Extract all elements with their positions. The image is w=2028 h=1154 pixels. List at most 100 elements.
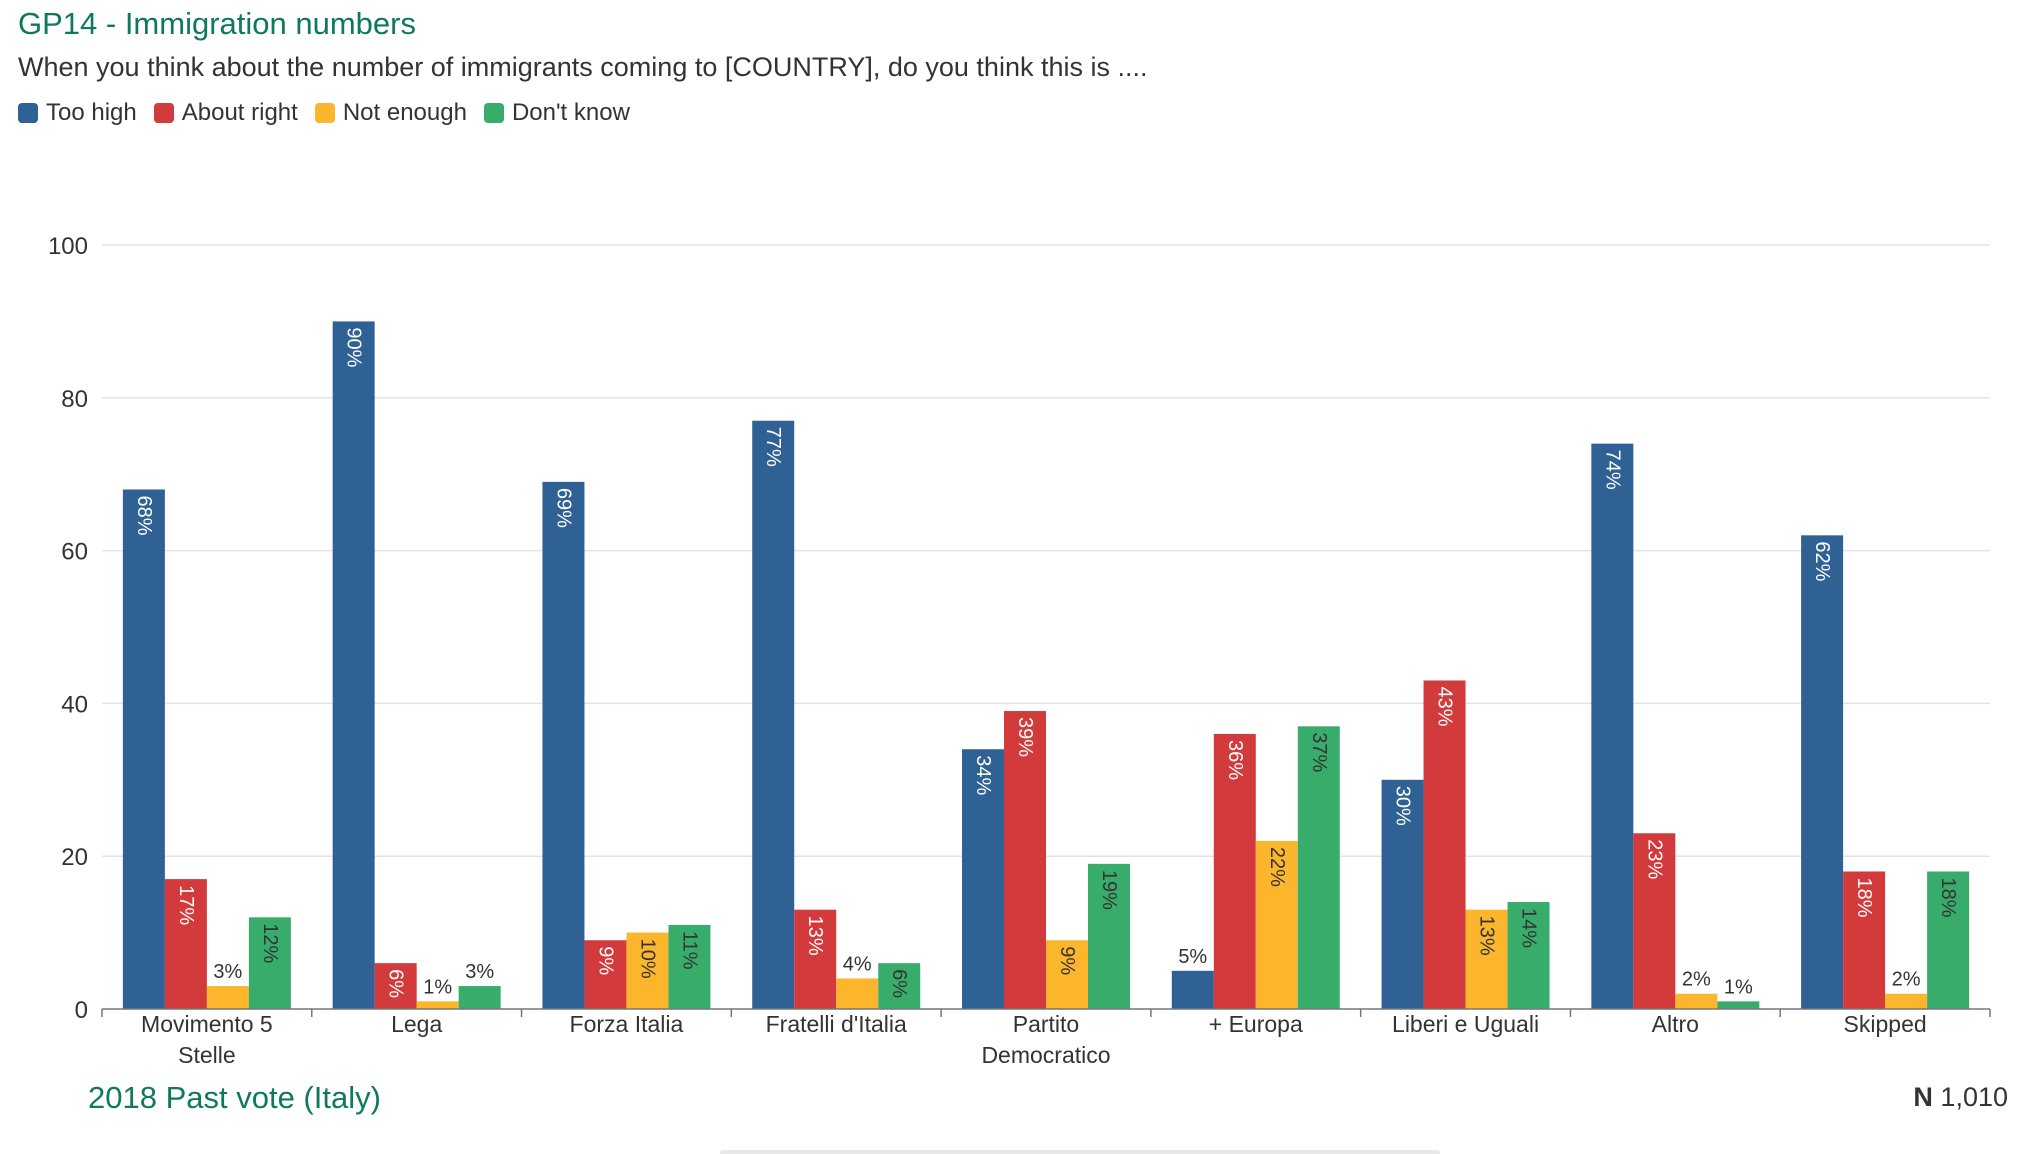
group-label: 2018 Past vote (Italy) xyxy=(88,1080,381,1115)
legend-item[interactable]: Not enough xyxy=(314,99,467,127)
legend-swatch xyxy=(18,103,38,123)
data-label: 5% xyxy=(1178,946,1207,968)
data-label: 13% xyxy=(804,916,826,956)
y-tick-label: 60 xyxy=(61,539,88,566)
data-label: 11% xyxy=(678,931,700,970)
bar xyxy=(164,879,207,1009)
bar xyxy=(1088,863,1130,1009)
bar xyxy=(1004,711,1046,1009)
bar xyxy=(1213,733,1256,1009)
bar xyxy=(1885,993,1928,1009)
x-tick-label: Movimento 5 xyxy=(141,1011,273,1037)
data-label: 18% xyxy=(1853,877,1875,917)
y-tick-label: 20 xyxy=(61,844,88,871)
data-label: 22% xyxy=(1266,847,1288,887)
bar xyxy=(1171,970,1214,1009)
data-label: 18% xyxy=(1937,877,1959,917)
data-label: 62% xyxy=(1811,541,1833,581)
legend-item[interactable]: Don't know xyxy=(483,99,630,127)
legend-item[interactable]: About right xyxy=(153,99,298,127)
sample-size: N 1,010 xyxy=(1913,1082,2008,1113)
bar xyxy=(878,963,921,1009)
bar xyxy=(1381,779,1424,1009)
bar xyxy=(374,963,417,1009)
legend-label: Too high xyxy=(46,99,137,126)
legend-swatch xyxy=(153,103,174,123)
y-tick-label: 80 xyxy=(61,386,88,413)
data-label: 9% xyxy=(1056,946,1078,975)
bar xyxy=(1717,1001,1760,1009)
data-label: 17% xyxy=(175,885,197,925)
data-label: 90% xyxy=(343,327,365,367)
y-tick-label: 40 xyxy=(61,691,88,718)
bar xyxy=(1465,909,1508,1009)
data-label: 36% xyxy=(1224,740,1246,780)
bar xyxy=(668,924,711,1009)
data-label: 19% xyxy=(1098,870,1120,910)
data-label: 74% xyxy=(1601,450,1623,490)
bar xyxy=(122,489,165,1010)
bar xyxy=(794,909,837,1009)
x-tick-label: Lega xyxy=(391,1011,442,1037)
y-tick-label: 0 xyxy=(75,997,88,1024)
data-label: 6% xyxy=(385,969,407,998)
data-label: 1% xyxy=(1724,976,1753,998)
legend-label: Not enough xyxy=(342,99,467,126)
sample-size-value: 1,010 xyxy=(1940,1082,2008,1112)
data-label: 23% xyxy=(1643,839,1665,879)
chart-title: GP14 - Immigration numbers xyxy=(18,6,416,41)
bar xyxy=(752,420,795,1010)
bar xyxy=(458,986,501,1009)
x-tick-label: Skipped xyxy=(1844,1011,1927,1037)
chart-subtitle: When you think about the number of immig… xyxy=(18,52,1148,82)
legend-item[interactable]: Too high xyxy=(18,99,137,127)
x-tick-label: Fratelli d'Italia xyxy=(766,1011,907,1037)
legend-swatch xyxy=(483,103,504,123)
data-label: 77% xyxy=(762,427,784,467)
x-tick-label: Liberi e Uguali xyxy=(1392,1011,1539,1037)
bar xyxy=(836,978,879,1009)
scroll-shadow xyxy=(720,1150,1440,1154)
bar xyxy=(626,932,669,1009)
data-label: 9% xyxy=(594,946,616,975)
bar xyxy=(962,749,1004,1009)
data-label: 13% xyxy=(1476,916,1498,956)
data-label: 3% xyxy=(465,961,494,983)
bar xyxy=(416,1001,459,1009)
bar xyxy=(1297,726,1340,1009)
bar xyxy=(332,321,375,1009)
data-label: 14% xyxy=(1518,908,1540,948)
data-label: 1% xyxy=(423,976,452,998)
y-tick-label: 100 xyxy=(48,233,88,260)
x-tick-label: Stelle xyxy=(178,1042,236,1068)
legend-label: About right xyxy=(181,99,298,126)
x-tick-label: + Europa xyxy=(1209,1011,1303,1037)
data-label: 4% xyxy=(843,953,872,975)
bar xyxy=(1927,871,1970,1009)
legend-label: Don't know xyxy=(511,99,630,126)
data-label: 2% xyxy=(1892,969,1921,991)
x-tick-label: Altro xyxy=(1652,1011,1699,1037)
x-tick-label: Democratico xyxy=(981,1042,1110,1068)
data-label: 6% xyxy=(888,969,910,998)
data-label: 2% xyxy=(1682,969,1711,991)
data-label: 3% xyxy=(213,961,242,983)
x-tick-label: Partito xyxy=(1013,1011,1079,1037)
sample-size-label: N xyxy=(1913,1082,1933,1112)
bar xyxy=(248,917,291,1009)
bar xyxy=(1046,940,1088,1009)
legend-swatch xyxy=(314,103,335,123)
chart-legend: Too high About right Not enough Don't know xyxy=(18,99,647,127)
bar xyxy=(584,940,627,1009)
bar xyxy=(1801,535,1844,1009)
data-label: 68% xyxy=(133,495,155,535)
bar xyxy=(1633,833,1676,1009)
bar xyxy=(206,986,249,1009)
data-label: 37% xyxy=(1308,732,1330,772)
bar xyxy=(1591,443,1634,1009)
bar xyxy=(1255,840,1298,1009)
data-label: 30% xyxy=(1392,786,1414,826)
x-tick-label: Forza Italia xyxy=(570,1011,684,1037)
